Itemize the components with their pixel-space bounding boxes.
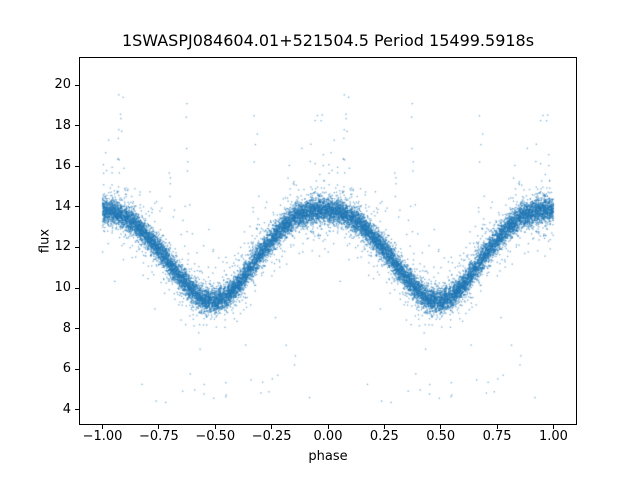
y-tick-mark (75, 84, 79, 86)
x-tick-mark (327, 425, 329, 429)
y-tick-mark (75, 409, 79, 411)
x-tick-mark (158, 425, 160, 429)
x-tick-mark (271, 425, 273, 429)
x-tick-mark (496, 425, 498, 429)
x-tick-mark (440, 425, 442, 429)
x-tick-mark (214, 425, 216, 429)
x-tick-label: 0.75 (482, 429, 512, 444)
scatter-points-canvas (80, 58, 576, 424)
y-tick-mark (75, 125, 79, 127)
x-tick-label: −0.25 (251, 429, 292, 444)
y-tick-label: 8 (62, 320, 71, 336)
x-tick-label: −0.50 (195, 429, 236, 444)
x-axis-label: phase (308, 449, 348, 464)
y-tick-mark (75, 287, 79, 289)
y-tick-mark (75, 246, 79, 248)
y-tick-label: 10 (54, 280, 71, 296)
plot-title: 1SWASPJ084604.01+521504.5 Period 15499.5… (121, 31, 535, 50)
y-tick-label: 12 (54, 239, 71, 255)
y-tick-label: 14 (54, 198, 71, 214)
x-tick-mark (102, 425, 104, 429)
y-tick-mark (75, 328, 79, 330)
y-tick-label: 18 (54, 117, 71, 133)
y-tick-label: 6 (62, 361, 71, 377)
y-tick-mark (75, 368, 79, 370)
x-tick-label: 0.25 (369, 429, 399, 444)
y-tick-label: 20 (54, 77, 71, 92)
x-tick-mark (383, 425, 385, 429)
x-tick-label: −0.75 (138, 429, 179, 444)
x-tick-mark (552, 425, 554, 429)
x-tick-label: 1.00 (538, 429, 568, 444)
x-tick-label: −1.00 (82, 429, 123, 444)
y-tick-label: 4 (62, 401, 71, 417)
x-tick-label: 0.50 (426, 429, 456, 444)
y-tick-label: 16 (54, 158, 71, 174)
y-tick-mark (75, 206, 79, 208)
x-tick-label: 0.00 (313, 429, 343, 444)
y-tick-mark (75, 165, 79, 167)
plot-area (79, 57, 577, 425)
